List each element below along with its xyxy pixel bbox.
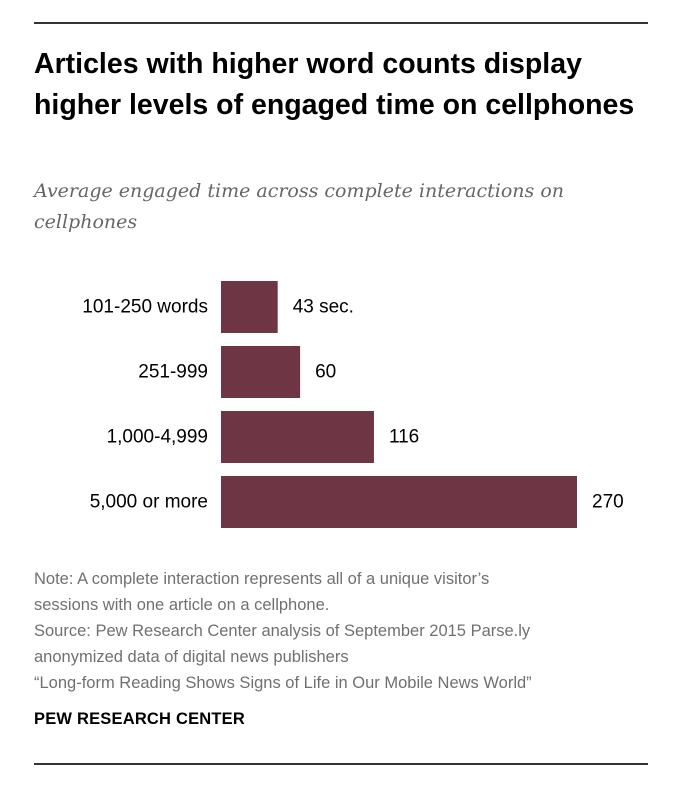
bar (221, 281, 278, 333)
bar (221, 346, 301, 398)
bar (221, 476, 577, 528)
note-line-1: Note: A complete interaction represents … (34, 570, 490, 588)
chart-notes: Note: A complete interaction represents … (34, 566, 654, 696)
category-label: 1,000-4,999 (107, 427, 208, 448)
bar-chart-svg: 101-250 words 43 sec. 251-999 60 1,000-4,999… (82, 281, 624, 528)
note-line-2: sessions with one article on a cellphone… (34, 596, 330, 614)
bar-chart: 101-250 words 43 sec. 251-999 60 1,000-4,999… (0, 270, 678, 540)
category-label: 5,000 or more (90, 492, 208, 513)
chart-subtitle: Average engaged time across complete int… (34, 180, 565, 233)
value-label: 116 (389, 427, 419, 448)
chart-title: Articles with higher word counts display… (34, 48, 635, 121)
value-label: 60 (315, 362, 336, 383)
bar (221, 411, 374, 463)
source-line-2: anonymized data of digital news publishe… (34, 648, 349, 666)
value-label: 270 (592, 492, 624, 513)
source-line-1: Source: Pew Research Center analysis of … (34, 622, 531, 640)
category-label: 101-250 words (82, 297, 208, 318)
category-label: 251-999 (138, 362, 208, 383)
value-label: 43 sec. (293, 297, 354, 318)
bottom-rule (34, 763, 648, 765)
top-rule (34, 22, 648, 24)
report-title: “Long-form Reading Shows Signs of Life i… (34, 674, 532, 692)
pew-research-center-logo: PEW RESEARCH CENTER (34, 710, 245, 728)
